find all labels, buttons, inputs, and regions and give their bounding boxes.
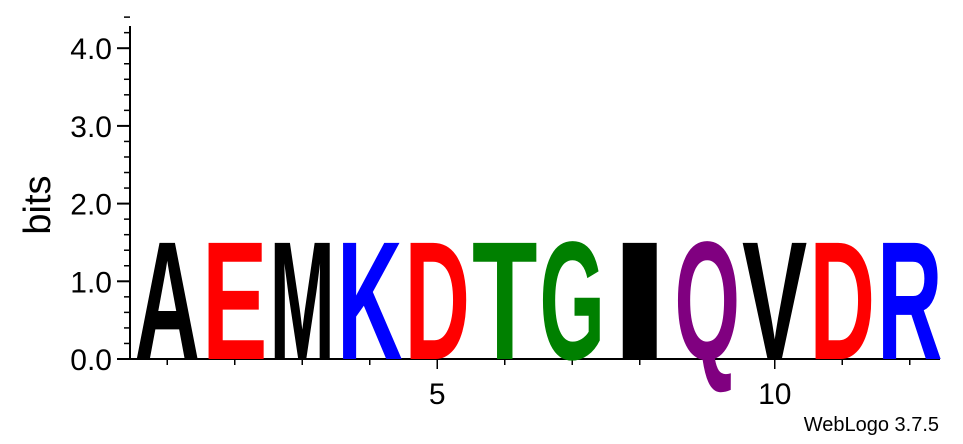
y-axis-title: bits — [17, 175, 59, 234]
logo-letter-e: E — [202, 207, 267, 395]
logo-letter-i: I — [607, 207, 672, 396]
weblogo-credit: WebLogo 3.7.5 — [803, 414, 939, 436]
logo-letter-r: R — [877, 206, 942, 395]
y-tick-label: 4.0 — [70, 33, 112, 66]
y-tick-label: 3.0 — [70, 111, 112, 144]
logo-letter-m: M — [270, 206, 335, 394]
logo-letter-t: T — [472, 206, 537, 395]
y-tick-label: 0.0 — [70, 344, 112, 377]
logo-letter-q: Q — [675, 207, 740, 396]
logo-letter-k: K — [337, 206, 402, 395]
x-tick-label: 10 — [758, 378, 791, 411]
x-tick-label: 5 — [429, 378, 446, 411]
y-tick-label: 1.0 — [70, 266, 112, 299]
y-tick-label: 2.0 — [70, 189, 112, 222]
logo-letter-v: V — [742, 207, 807, 395]
logo-letter-d: D — [405, 206, 470, 395]
x-axis: 5 10 — [130, 358, 940, 411]
logo-letter-a: A — [135, 206, 200, 395]
y-axis: 0.0 1.0 2.0 3.0 4.0 — [70, 16, 131, 377]
logo-letter-g: G — [540, 207, 605, 396]
logo-letter-d: D — [810, 206, 875, 395]
